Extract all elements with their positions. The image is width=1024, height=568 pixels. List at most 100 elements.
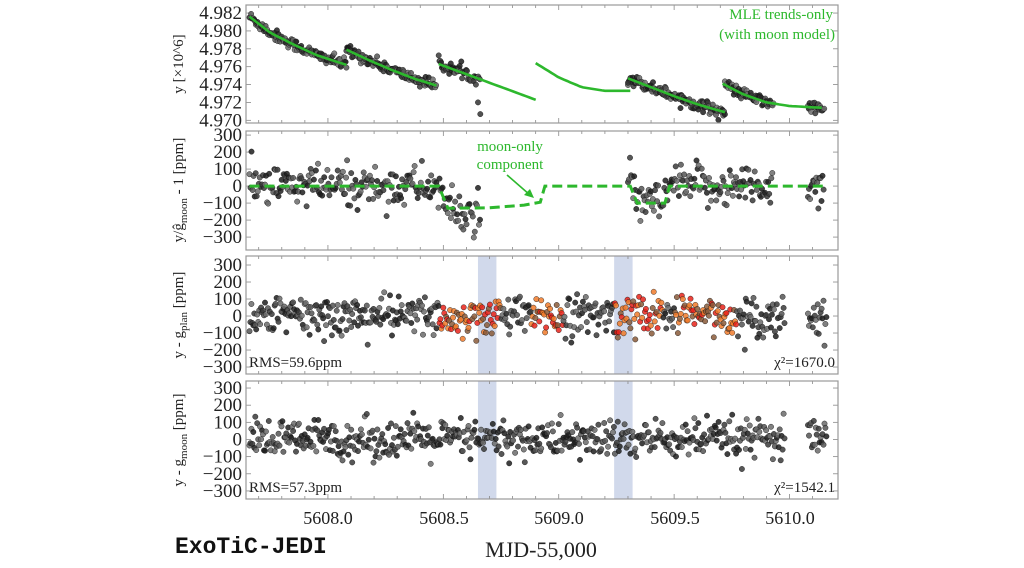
data-point [452, 198, 458, 205]
data-point [569, 333, 576, 340]
data-point [401, 201, 408, 208]
data-point [303, 324, 310, 331]
data-point [369, 177, 375, 184]
data-point [760, 334, 767, 341]
data-point [645, 429, 652, 436]
data-point [428, 172, 435, 179]
data-point [269, 434, 276, 440]
data-point [398, 302, 405, 308]
data-point [295, 420, 302, 427]
data-point [427, 194, 434, 201]
moon-annotation-line2: component [477, 157, 544, 173]
panel4-ylabel-tail: [ppm] [171, 394, 187, 434]
data-point [479, 304, 485, 311]
data-point [349, 459, 356, 466]
data-point [329, 302, 336, 309]
data-point [739, 466, 745, 472]
data-point [458, 58, 465, 65]
data-point [766, 190, 773, 197]
data-point [303, 203, 310, 210]
data-point [293, 448, 299, 455]
data-point [822, 424, 829, 431]
panel4-chi2: χ²=1542.1 [773, 480, 835, 496]
data-point [584, 329, 591, 335]
data-point [348, 170, 355, 177]
data-point [407, 175, 414, 182]
data-point [691, 175, 698, 182]
data-point [538, 445, 545, 452]
x-axis-label: MJD-55,000 [485, 537, 597, 562]
data-point [500, 417, 507, 424]
data-point [266, 170, 273, 177]
data-point [670, 324, 676, 330]
data-point [421, 294, 428, 301]
data-point [659, 420, 666, 426]
data-point [345, 451, 352, 458]
data-point [475, 184, 481, 191]
data-point [253, 447, 260, 453]
data-point [733, 321, 739, 328]
data-point [605, 443, 611, 450]
data-point [262, 428, 269, 435]
annotation-arrow-icon [506, 174, 534, 198]
data-point [747, 177, 754, 183]
panel3-ylabel-main: y - g [171, 330, 187, 358]
data-point [424, 432, 431, 439]
data-point [603, 428, 610, 435]
data-point [409, 180, 416, 187]
data-point [670, 187, 677, 194]
data-point [558, 447, 565, 454]
data-point [663, 85, 669, 92]
data-point [313, 448, 320, 455]
panel4-ylabel-sub: moon [178, 433, 190, 459]
data-point [307, 304, 314, 310]
data-point [425, 424, 432, 431]
data-point [729, 411, 736, 418]
data-point [555, 421, 562, 427]
data-point [248, 301, 255, 307]
data-point [604, 450, 611, 457]
data-point [265, 200, 272, 207]
data-point [722, 429, 729, 436]
data-point [691, 321, 698, 327]
data-point [361, 307, 368, 314]
moon-annotation-line1: moon-only [477, 139, 543, 155]
data-point [370, 459, 377, 466]
panel-frame [245, 4, 839, 124]
data-point [686, 302, 693, 309]
data-point [274, 166, 281, 173]
data-point [821, 342, 828, 349]
data-point [455, 217, 462, 224]
data-point [323, 322, 329, 329]
data-point [622, 304, 629, 311]
data-point [348, 426, 355, 433]
panel-frame [245, 255, 839, 375]
data-point [712, 424, 719, 431]
y-tick-label: 300 [214, 378, 243, 399]
data-point [736, 446, 742, 453]
data-point [720, 177, 727, 184]
data-point [315, 326, 322, 333]
data-point [446, 194, 453, 201]
data-point [578, 324, 584, 330]
data-point [594, 436, 601, 443]
data-point [810, 304, 817, 311]
data-point [768, 175, 775, 182]
data-point [766, 316, 772, 323]
trend-model-line [248, 15, 347, 67]
data-point [389, 442, 395, 448]
data-point [672, 163, 679, 170]
data-point [620, 435, 627, 442]
data-point [629, 428, 636, 435]
data-point [737, 307, 743, 314]
data-point [634, 311, 641, 318]
data-point [279, 418, 286, 425]
data-point [321, 425, 327, 432]
data-point [815, 205, 822, 212]
data-point [380, 187, 387, 194]
data-point [582, 439, 589, 446]
data-point [411, 163, 418, 169]
data-point [363, 302, 370, 309]
data-point [773, 301, 780, 308]
data-point [676, 193, 682, 199]
